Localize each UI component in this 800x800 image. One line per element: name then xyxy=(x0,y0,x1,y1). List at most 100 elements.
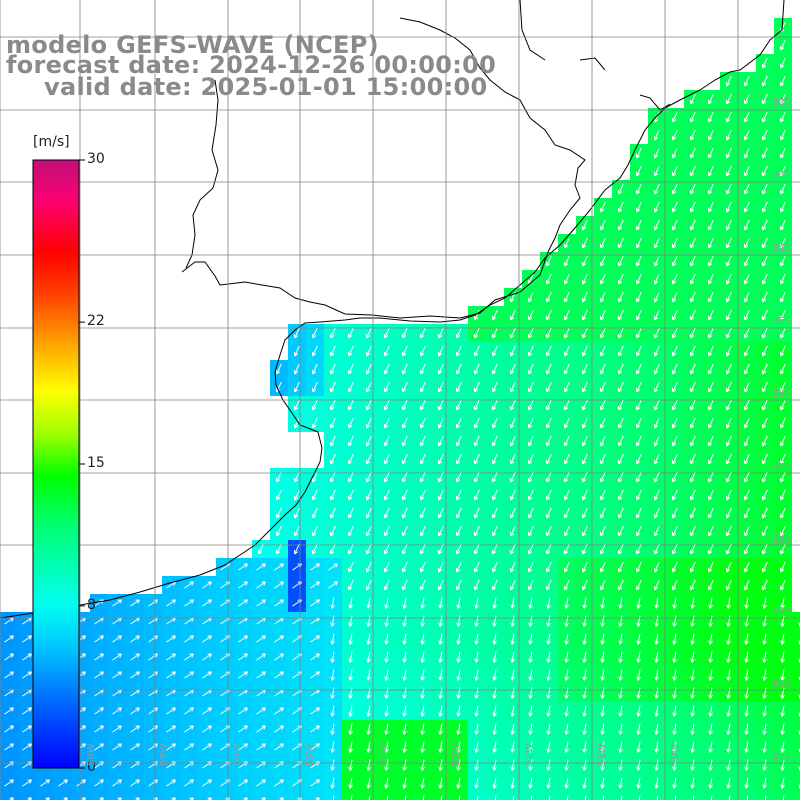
wind-arrow xyxy=(671,219,678,231)
wind-arrow xyxy=(509,453,516,465)
wind-arrow xyxy=(474,741,479,753)
wind-arrow xyxy=(707,201,714,213)
wind-arrow xyxy=(492,705,497,717)
wind-arrow xyxy=(366,777,371,789)
wind-arrow xyxy=(455,381,462,393)
wind-arrow xyxy=(653,381,660,393)
wind-speed-cell xyxy=(486,792,504,800)
wind-arrow xyxy=(455,543,462,555)
wind-speed-cell xyxy=(594,792,612,800)
wind-arrow xyxy=(762,741,767,753)
wind-arrow xyxy=(689,579,696,591)
wind-arrow xyxy=(347,327,354,339)
wind-speed-cell xyxy=(324,792,342,800)
wind-arrow xyxy=(330,633,335,645)
wind-arrow xyxy=(725,111,732,123)
wind-arrow xyxy=(635,579,642,591)
wind-arrow xyxy=(599,507,606,519)
wind-arrow xyxy=(600,723,605,735)
wind-arrow xyxy=(256,581,266,589)
wind-arrow xyxy=(310,725,320,733)
wind-arrow xyxy=(310,653,320,661)
wind-arrow xyxy=(348,615,353,627)
wind-arrow xyxy=(545,399,552,411)
wind-arrow xyxy=(779,453,786,465)
wind-arrow xyxy=(761,399,768,411)
wind-arrow xyxy=(689,273,696,285)
wind-arrow xyxy=(761,75,768,87)
wind-arrow xyxy=(690,651,695,663)
wind-arrow xyxy=(311,507,318,519)
wind-arrow xyxy=(166,671,176,679)
wind-arrow xyxy=(707,561,714,573)
wind-arrow xyxy=(474,615,479,627)
wind-arrow xyxy=(725,309,732,321)
latitude-label: 33S xyxy=(772,170,792,181)
wind-arrow xyxy=(653,201,660,213)
wind-arrow xyxy=(761,237,768,249)
wind-speed-cell xyxy=(144,792,162,800)
wind-arrow xyxy=(581,489,588,501)
wind-arrow xyxy=(690,687,695,699)
wind-arrow xyxy=(600,687,605,699)
wind-arrow xyxy=(761,507,768,519)
wind-arrow xyxy=(707,273,714,285)
wind-arrow xyxy=(401,381,408,393)
wind-arrow xyxy=(401,327,408,339)
wind-arrow xyxy=(419,471,426,483)
wind-arrow xyxy=(707,111,714,123)
wind-arrow xyxy=(636,669,641,681)
wind-arrow xyxy=(725,525,732,537)
wind-arrow xyxy=(530,795,533,800)
wind-arrow xyxy=(779,525,786,537)
wind-arrow xyxy=(618,705,623,717)
wind-arrow xyxy=(671,309,678,321)
wind-arrow xyxy=(725,381,732,393)
wind-arrow xyxy=(744,633,749,645)
wind-arrow xyxy=(689,399,696,411)
wind-arrow xyxy=(707,525,714,537)
wind-arrow xyxy=(617,363,624,375)
wind-arrow xyxy=(581,345,588,357)
wind-arrow xyxy=(491,399,498,411)
wind-arrow xyxy=(365,525,372,537)
wind-arrow xyxy=(383,471,390,483)
wind-speed-cell xyxy=(612,792,630,800)
wind-arrow xyxy=(654,741,659,753)
wind-arrow xyxy=(672,705,677,717)
wind-arrow xyxy=(743,561,750,573)
colorbar-tick-label: 22 xyxy=(87,313,105,330)
wind-arrow xyxy=(635,543,642,555)
wind-arrow xyxy=(581,291,588,303)
colorbar-ticks xyxy=(79,159,85,769)
wind-arrow xyxy=(545,255,552,267)
wind-arrow xyxy=(419,561,426,573)
wind-arrow xyxy=(671,255,678,267)
wind-arrow xyxy=(184,779,194,787)
wind-arrow xyxy=(779,543,786,555)
wind-arrow xyxy=(743,363,750,375)
wind-arrow xyxy=(780,777,785,789)
wind-arrow xyxy=(563,327,570,339)
wind-arrow xyxy=(599,273,606,285)
wind-arrow xyxy=(743,165,750,177)
wind-arrow xyxy=(473,471,480,483)
wind-arrow xyxy=(419,453,426,465)
wind-arrow xyxy=(546,615,551,627)
wind-speed-cell xyxy=(792,720,800,738)
wind-arrow xyxy=(726,777,731,789)
wind-arrow xyxy=(365,561,372,573)
wind-arrow xyxy=(563,579,570,591)
wind-arrow xyxy=(348,651,353,663)
wind-arrow xyxy=(779,57,786,69)
wind-arrow xyxy=(275,471,282,483)
wind-arrow xyxy=(761,273,768,285)
wind-arrow xyxy=(671,147,678,159)
wind-speed-cell xyxy=(36,792,54,800)
wind-arrow xyxy=(761,453,768,465)
wind-arrow xyxy=(347,381,354,393)
wind-arrow xyxy=(148,635,158,643)
wind-arrow xyxy=(383,345,390,357)
wind-arrow xyxy=(383,399,390,411)
